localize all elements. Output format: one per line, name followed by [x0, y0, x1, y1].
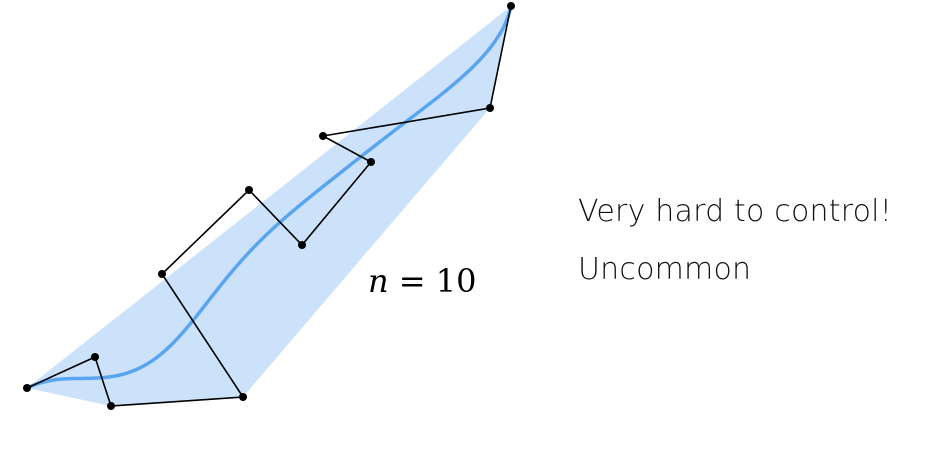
caption-uncommon: Uncommon — [578, 252, 752, 287]
caption-hard-to-control: Very hard to control! — [578, 194, 892, 229]
control-points — [23, 2, 515, 410]
control-point — [23, 384, 31, 392]
control-point — [507, 2, 515, 10]
degree-label: n = 10 — [368, 262, 476, 300]
degree-value: 10 — [435, 262, 477, 300]
control-point — [367, 158, 375, 166]
control-point — [158, 270, 166, 278]
control-point — [245, 186, 253, 194]
degree-equals: = — [398, 262, 426, 300]
control-point — [239, 393, 247, 401]
control-point — [319, 132, 327, 140]
bezier-curve — [25, 4, 513, 390]
convex-hull — [27, 6, 511, 406]
control-point — [298, 241, 306, 249]
control-point — [107, 402, 115, 410]
control-point — [91, 353, 99, 361]
control-point — [486, 104, 494, 112]
degree-variable: n — [368, 262, 389, 300]
